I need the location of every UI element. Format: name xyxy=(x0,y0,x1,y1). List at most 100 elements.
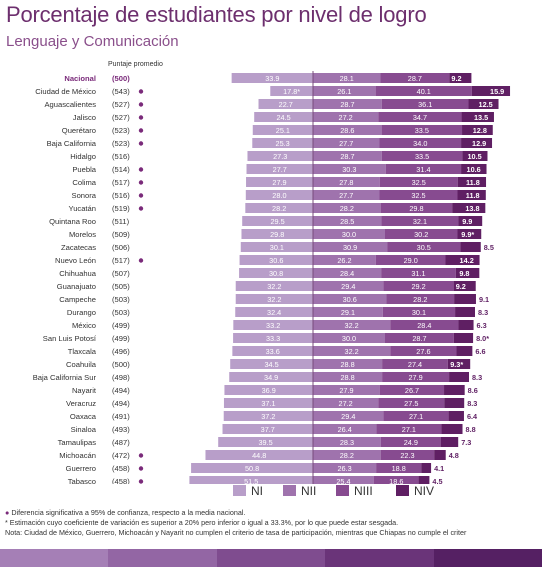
value-label-ni: 28.0 xyxy=(272,191,286,200)
bar-niv xyxy=(468,99,499,109)
bar-nii xyxy=(313,164,386,174)
bar-ni xyxy=(223,398,313,408)
bar-niii xyxy=(385,229,458,239)
value-label-niv: 9.8 xyxy=(459,269,469,278)
bar-ni xyxy=(205,450,313,460)
row-average: (527) xyxy=(112,113,130,122)
row-average: (499) xyxy=(112,321,130,330)
value-label-niii: 29.2 xyxy=(411,282,425,291)
value-label-nii: 29.1 xyxy=(341,308,355,317)
bar-nii xyxy=(313,99,382,109)
value-label-nii: 30.6 xyxy=(343,295,357,304)
bar-niv xyxy=(458,216,483,226)
value-label-nii: 27.8 xyxy=(339,178,353,187)
bar-ni xyxy=(235,294,313,304)
bar-niii xyxy=(382,307,456,317)
bar-niv xyxy=(457,190,486,200)
value-label-nii: 26.1 xyxy=(337,87,351,96)
value-label-niii: 29.8 xyxy=(409,204,423,213)
row-label: Zacatecas xyxy=(61,243,96,252)
value-label-nii: 28.8 xyxy=(340,373,354,382)
row-average: (494) xyxy=(112,399,130,408)
value-label-ni: 39.5 xyxy=(258,438,272,447)
bar-nii xyxy=(313,359,383,369)
row-label: México xyxy=(72,321,96,330)
bar-niii xyxy=(381,216,459,226)
row-average: (523) xyxy=(112,126,130,135)
value-label-nii: 27.7 xyxy=(339,191,353,200)
value-label-niii: 30.5 xyxy=(417,243,431,252)
bar-niii xyxy=(378,112,462,122)
value-label-niv: 4.8 xyxy=(449,451,459,460)
value-label-niv: 8.3 xyxy=(472,373,482,382)
bar-niv xyxy=(462,151,488,161)
row-average: (500) xyxy=(112,360,130,369)
bar-nii xyxy=(313,86,376,96)
bar-ni xyxy=(232,346,313,356)
row-label: Nacional xyxy=(64,74,96,83)
row-label: Durango xyxy=(67,308,96,317)
value-label-niv: 15.9 xyxy=(490,87,504,96)
bar-niv xyxy=(440,437,459,447)
footnote-significance-text: Diferencia significativa a 95% de confia… xyxy=(9,508,246,517)
bar-nii xyxy=(313,125,382,135)
value-label-niii: 32.5 xyxy=(411,191,425,200)
bar-niv xyxy=(462,125,493,135)
bar-nii xyxy=(313,398,379,408)
row-label: Baja California xyxy=(47,139,97,148)
value-label-ni: 33.2 xyxy=(266,321,280,330)
value-label-ni: 32.2 xyxy=(267,282,281,291)
footer-band-segment xyxy=(0,549,109,567)
bar-nii xyxy=(313,424,377,434)
row-label: Veracruz xyxy=(66,399,96,408)
bar-niv xyxy=(421,463,432,473)
value-label-ni: 36.9 xyxy=(262,386,276,395)
footer-color-band xyxy=(0,549,542,567)
bar-niv xyxy=(452,203,486,213)
bar-niii xyxy=(381,151,463,161)
row-label: Tlaxcala xyxy=(68,347,97,356)
footnote-participation: Nota: Ciudad de México, Guerrero, Michoa… xyxy=(5,528,467,538)
legend-swatch-niii xyxy=(336,485,349,496)
bar-nii xyxy=(313,437,381,447)
value-label-niii: 27.4 xyxy=(408,360,422,369)
row-label: Hidalgo xyxy=(70,152,96,161)
value-label-niv: 8.8 xyxy=(466,425,476,434)
value-label-niv: 4.5 xyxy=(432,477,442,484)
bar-nii xyxy=(313,385,380,395)
page-title: Porcentaje de estudiantes por nivel de l… xyxy=(6,2,427,27)
value-label-nii: 27.2 xyxy=(339,113,353,122)
significance-dot-icon xyxy=(138,206,144,211)
bar-nii xyxy=(313,177,380,187)
value-label-ni: 34.5 xyxy=(264,360,278,369)
row-label: Guerrero xyxy=(66,464,96,473)
row-label: Guanajuato xyxy=(57,282,96,291)
bar-nii xyxy=(313,476,374,484)
value-label-niv: 8.5 xyxy=(484,243,494,252)
bar-nii xyxy=(313,138,380,148)
significance-dot-icon xyxy=(138,180,144,185)
value-label-ni: 30.1 xyxy=(270,243,284,252)
bar-niii xyxy=(381,268,456,278)
value-label-nii: 32.2 xyxy=(345,321,359,330)
value-label-nii: 26.3 xyxy=(337,464,351,473)
row-label: Puebla xyxy=(72,165,96,174)
value-label-nii: 28.4 xyxy=(340,269,354,278)
value-label-ni: 27.3 xyxy=(273,152,287,161)
row-average: (507) xyxy=(112,269,130,278)
value-label-niii: 27.5 xyxy=(404,399,418,408)
row-average: (516) xyxy=(112,191,130,200)
value-label-nii: 28.7 xyxy=(340,100,354,109)
bar-niv xyxy=(458,320,474,330)
bar-niii xyxy=(378,398,445,408)
value-label-ni: 33.3 xyxy=(266,334,280,343)
significance-dot-icon xyxy=(138,479,144,484)
row-average: (458) xyxy=(112,464,130,473)
significance-dot-icon xyxy=(138,193,144,198)
bar-ni xyxy=(229,372,313,382)
row-average: (500) xyxy=(112,74,130,83)
bar-niii xyxy=(381,125,463,135)
value-label-ni: 24.5 xyxy=(276,113,290,122)
value-label-niv: 13.5 xyxy=(474,113,488,122)
value-label-niv: 11.8 xyxy=(466,191,480,200)
